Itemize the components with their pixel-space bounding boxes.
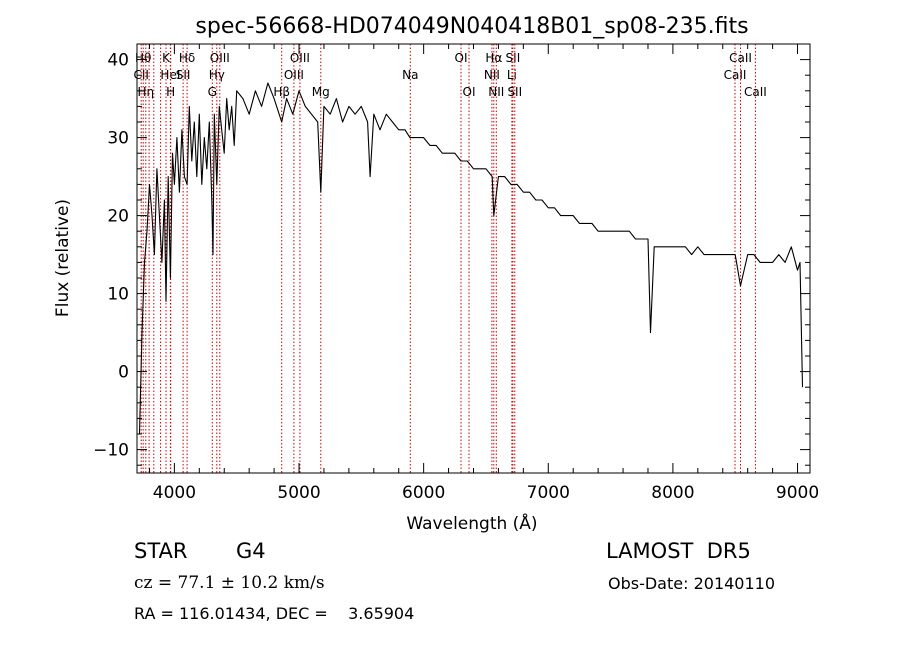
x-tick-label: 5000 xyxy=(277,483,320,503)
marker-label: Li xyxy=(507,68,517,82)
x-tick-label: 9000 xyxy=(776,483,819,503)
y-tick-label: −10 xyxy=(93,441,129,461)
marker-label: Hη xyxy=(137,85,154,99)
x-axis-ticks: 4000 5000 6000 7000 8000 9000 xyxy=(148,44,819,503)
marker-label: K xyxy=(162,51,171,65)
object-subclass: G4 xyxy=(236,539,266,563)
marker-label: CaII xyxy=(744,85,767,99)
marker-label: Na xyxy=(402,68,418,82)
y-tick-label: 20 xyxy=(107,207,129,227)
y-tick-label: 0 xyxy=(118,363,129,383)
observation-date: Obs-Date: 20140110 xyxy=(608,574,776,593)
x-axis-label: Wavelength (Å) xyxy=(406,512,537,534)
marker-label: Hδ xyxy=(179,51,195,65)
marker-label: HeI xyxy=(160,68,180,82)
marker-label: NII xyxy=(484,68,500,82)
marker-label: Hγ xyxy=(209,68,225,82)
spectrum-line xyxy=(138,82,804,435)
y-axis-label: Flux (relative) xyxy=(53,199,73,317)
marker-label: H xyxy=(166,85,175,99)
x-tick-label: 6000 xyxy=(402,483,445,503)
x-tick-label: 4000 xyxy=(153,483,196,503)
y-tick-label: 10 xyxy=(107,285,129,305)
marker-label: Hα xyxy=(485,51,502,65)
y-axis-ticks: −10 0 10 20 30 40 xyxy=(93,43,810,466)
marker-label: OIII xyxy=(210,51,230,65)
sky-coordinates: RA = 116.01434, DEC = 3.65904 xyxy=(134,604,415,623)
x-tick-label: 7000 xyxy=(527,483,570,503)
marker-label: G xyxy=(208,85,217,99)
marker-label: Hβ xyxy=(273,85,290,99)
spectrum-series xyxy=(138,82,804,435)
survey-release: LAMOST DR5 xyxy=(606,539,751,563)
y-tick-label: 30 xyxy=(107,129,129,149)
redshift-velocity: cz = 77.1 ± 10.2 km/s xyxy=(134,573,325,593)
marker-label: OIII xyxy=(284,68,304,82)
marker-label: CaII xyxy=(724,68,747,82)
chart-title: spec-56668-HD074049N040418B01_sp08-235.f… xyxy=(195,14,748,39)
marker-label: Mg xyxy=(312,85,330,99)
marker-label: CaII xyxy=(729,51,752,65)
plot-frame xyxy=(136,43,811,474)
y-tick-label: 40 xyxy=(107,51,129,71)
marker-label: SII xyxy=(507,85,522,99)
marker-label: OI xyxy=(455,51,468,65)
object-class: STAR xyxy=(134,539,188,563)
marker-label: Hθ xyxy=(135,51,151,65)
marker-label: SII xyxy=(506,51,521,65)
marker-label: SII xyxy=(176,68,191,82)
marker-label: OIII xyxy=(290,51,310,65)
marker-label: NII xyxy=(488,85,504,99)
marker-label: OI xyxy=(463,85,476,99)
x-tick-label: 8000 xyxy=(651,483,694,503)
